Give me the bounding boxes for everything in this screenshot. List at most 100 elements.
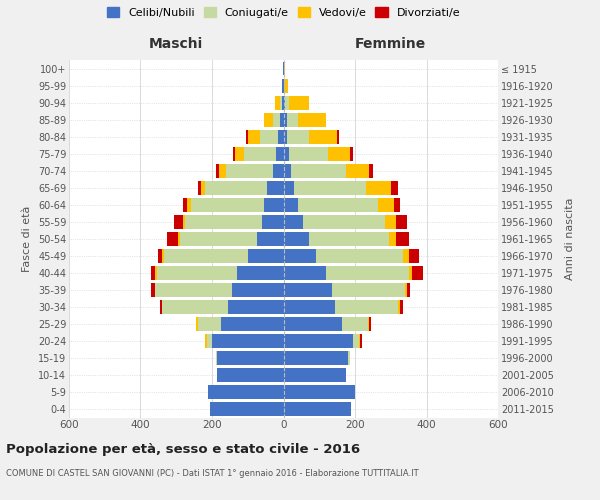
Bar xyxy=(215,351,217,365)
Bar xyxy=(284,300,335,314)
Bar xyxy=(219,164,226,177)
Bar xyxy=(350,146,353,160)
Bar xyxy=(155,283,232,297)
Bar xyxy=(257,232,284,245)
Legend: Celibi/Nubili, Coniugati/e, Vedovi/e, Divorziati/e: Celibi/Nubili, Coniugati/e, Vedovi/e, Di… xyxy=(103,3,464,22)
Bar xyxy=(385,214,396,228)
Bar xyxy=(298,198,378,211)
Bar xyxy=(277,146,284,160)
Bar xyxy=(282,96,284,110)
Bar xyxy=(283,78,284,92)
Bar xyxy=(284,351,348,365)
Bar xyxy=(175,214,184,228)
Bar xyxy=(191,198,264,211)
Bar xyxy=(160,300,162,314)
Bar xyxy=(235,146,244,160)
Bar xyxy=(284,368,346,382)
Bar xyxy=(346,164,370,177)
Text: Maschi: Maschi xyxy=(149,36,203,51)
Bar xyxy=(284,112,287,126)
Bar xyxy=(162,249,164,263)
Bar xyxy=(361,334,362,348)
Text: Popolazione per età, sesso e stato civile - 2016: Popolazione per età, sesso e stato civil… xyxy=(6,442,360,456)
Bar xyxy=(343,317,368,331)
Bar xyxy=(151,266,155,280)
Bar xyxy=(278,130,284,143)
Bar xyxy=(162,300,228,314)
Bar xyxy=(210,402,284,416)
Bar xyxy=(283,62,284,76)
Bar xyxy=(233,146,235,160)
Bar xyxy=(398,300,400,314)
Bar xyxy=(198,180,201,194)
Bar xyxy=(284,317,343,331)
Bar xyxy=(284,402,352,416)
Bar xyxy=(264,198,284,211)
Bar xyxy=(284,385,355,399)
Bar xyxy=(400,300,403,314)
Bar xyxy=(289,96,308,110)
Bar xyxy=(246,130,248,143)
Bar xyxy=(164,249,248,263)
Bar xyxy=(264,112,273,126)
Bar xyxy=(353,334,359,348)
Bar xyxy=(287,130,308,143)
Bar xyxy=(284,334,353,348)
Bar xyxy=(155,266,157,280)
Bar xyxy=(389,232,396,245)
Bar xyxy=(403,249,409,263)
Bar xyxy=(378,198,394,211)
Y-axis label: Anni di nascita: Anni di nascita xyxy=(565,198,575,280)
Bar xyxy=(284,266,326,280)
Bar xyxy=(280,96,282,110)
Bar xyxy=(396,214,407,228)
Bar xyxy=(366,180,391,194)
Text: COMUNE DI CASTEL SAN GIOVANNI (PC) - Dati ISTAT 1° gennaio 2016 - Elaborazione T: COMUNE DI CASTEL SAN GIOVANNI (PC) - Dat… xyxy=(6,469,419,478)
Bar xyxy=(273,112,280,126)
Bar xyxy=(308,130,337,143)
Bar xyxy=(262,214,284,228)
Bar xyxy=(248,130,260,143)
Bar xyxy=(409,266,412,280)
Bar xyxy=(316,249,403,263)
Bar xyxy=(284,180,294,194)
Bar xyxy=(167,232,178,245)
Bar xyxy=(348,351,350,365)
Bar xyxy=(282,78,283,92)
Bar xyxy=(412,266,423,280)
Bar xyxy=(232,283,284,297)
Text: Femmine: Femmine xyxy=(355,36,427,51)
Bar xyxy=(284,283,332,297)
Bar xyxy=(405,283,407,297)
Bar xyxy=(359,334,361,348)
Bar xyxy=(326,266,409,280)
Bar xyxy=(157,266,237,280)
Bar xyxy=(284,198,298,211)
Bar xyxy=(284,78,288,92)
Bar xyxy=(407,283,410,297)
Bar xyxy=(298,112,326,126)
Bar xyxy=(226,164,273,177)
Bar xyxy=(391,180,398,194)
Bar xyxy=(158,249,162,263)
Bar xyxy=(217,368,284,382)
Bar xyxy=(212,334,284,348)
Bar xyxy=(244,146,277,160)
Bar xyxy=(287,112,298,126)
Bar xyxy=(289,146,328,160)
Bar xyxy=(185,214,262,228)
Y-axis label: Fasce di età: Fasce di età xyxy=(22,206,32,272)
Bar xyxy=(284,164,290,177)
Bar xyxy=(284,249,316,263)
Bar xyxy=(284,146,289,160)
Bar xyxy=(394,198,400,211)
Bar xyxy=(184,198,187,211)
Bar xyxy=(260,130,278,143)
Bar xyxy=(206,334,212,348)
Bar xyxy=(268,180,284,194)
Bar xyxy=(217,351,284,365)
Bar xyxy=(198,317,221,331)
Bar xyxy=(151,283,155,297)
Bar xyxy=(180,232,257,245)
Bar xyxy=(237,266,284,280)
